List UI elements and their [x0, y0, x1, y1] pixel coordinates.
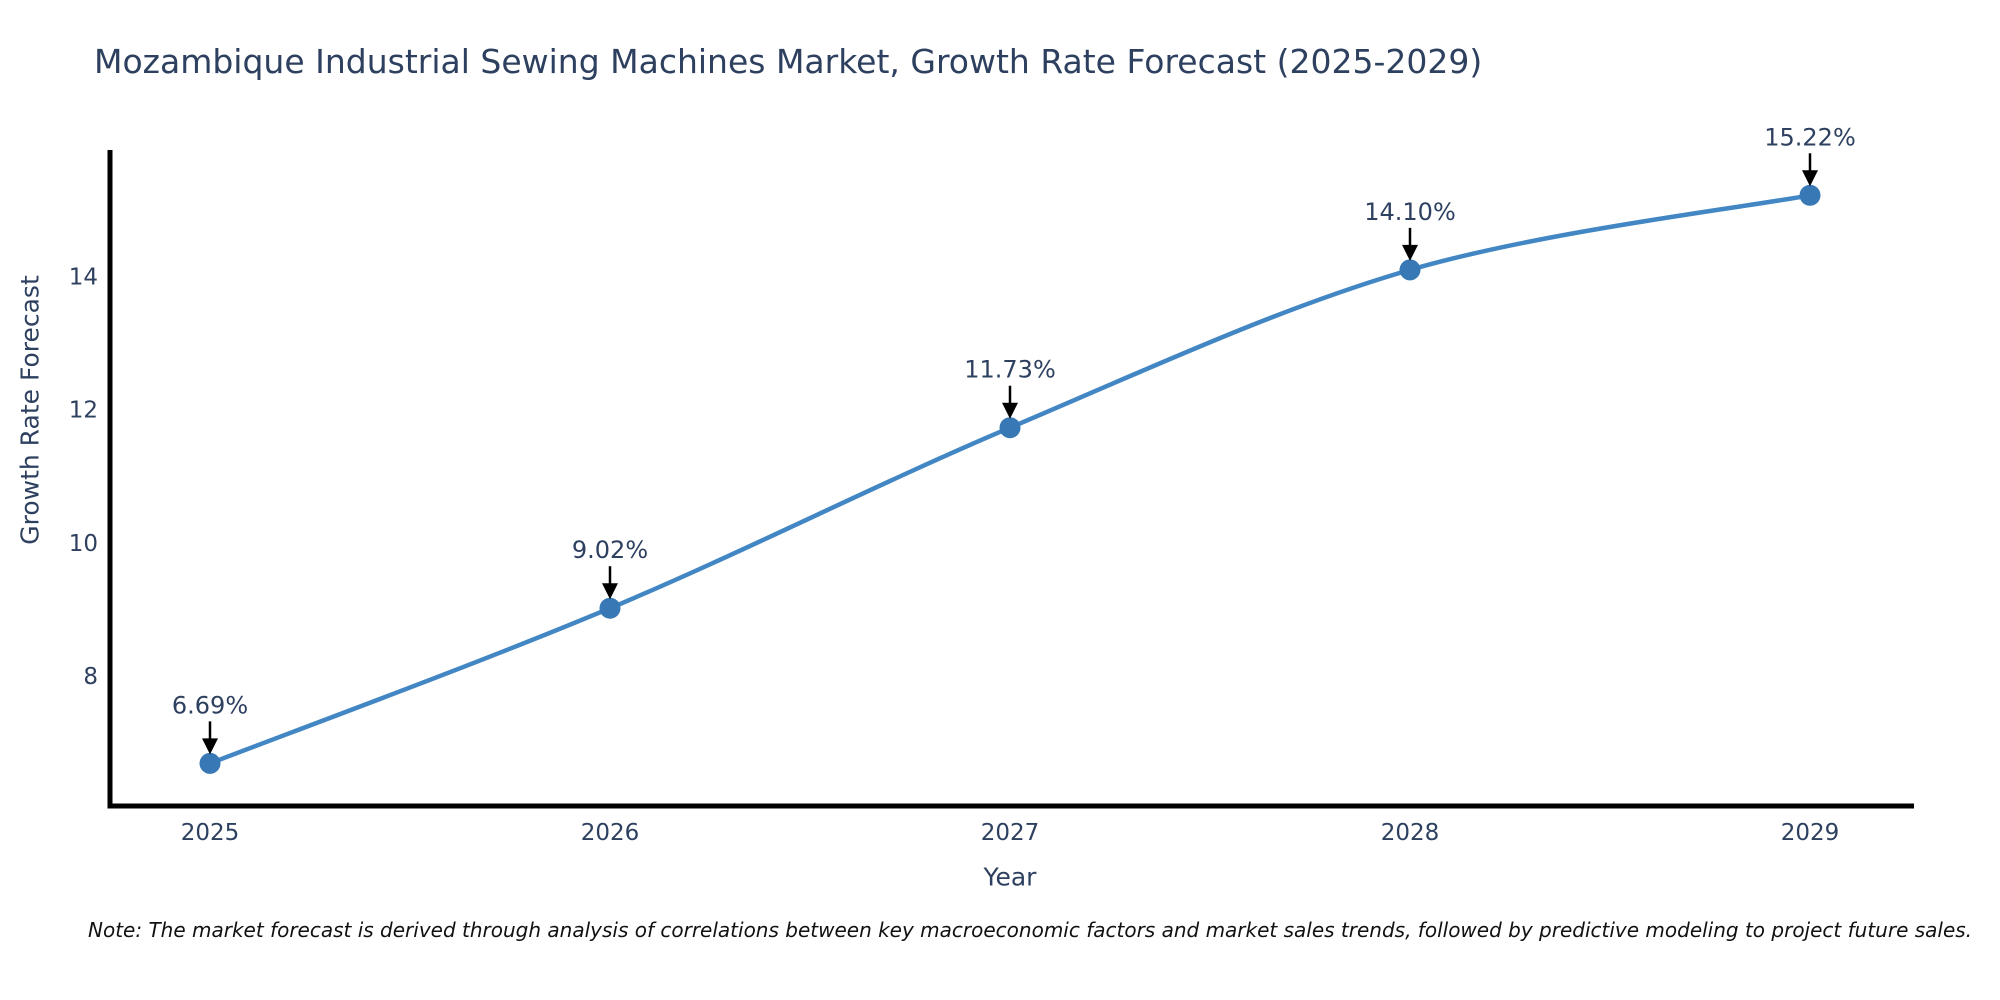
data-point: [1799, 184, 1821, 206]
annotation-arrowhead: [1402, 244, 1418, 261]
trend-line: [207, 193, 1813, 766]
chart-title: Mozambique Industrial Sewing Machines Ma…: [94, 42, 1483, 81]
x-tick-label: 2029: [1781, 820, 1840, 846]
x-axis-title: Year: [983, 862, 1037, 892]
point-annotation: 6.69%: [172, 691, 248, 719]
y-axis-title: Growth Rate Forecast: [15, 275, 45, 545]
y-tick-label: 10: [69, 531, 98, 557]
y-tick-label: 8: [83, 664, 98, 690]
annotation-arrowhead: [1002, 402, 1018, 419]
data-point: [599, 597, 621, 619]
data-point: [999, 417, 1021, 439]
x-tick-label: 2025: [181, 820, 240, 846]
x-tick-label: 2026: [581, 820, 640, 846]
point-annotation: 9.02%: [572, 536, 648, 564]
annotation-arrowhead: [202, 738, 218, 755]
y-tick-label: 14: [69, 265, 98, 291]
x-tick-label: 2027: [981, 820, 1040, 846]
data-point: [199, 752, 221, 774]
annotation-arrowhead: [1802, 170, 1818, 187]
annotation-arrowhead: [602, 583, 618, 600]
point-annotation: 11.73%: [964, 356, 1056, 384]
footnote: Note: The market forecast is derived thr…: [88, 918, 1973, 942]
y-tick-label: 12: [69, 398, 98, 424]
data-point: [1399, 259, 1421, 281]
point-annotation: 14.10%: [1364, 198, 1456, 226]
x-tick-label: 2028: [1381, 820, 1440, 846]
point-annotation: 15.22%: [1764, 123, 1856, 151]
